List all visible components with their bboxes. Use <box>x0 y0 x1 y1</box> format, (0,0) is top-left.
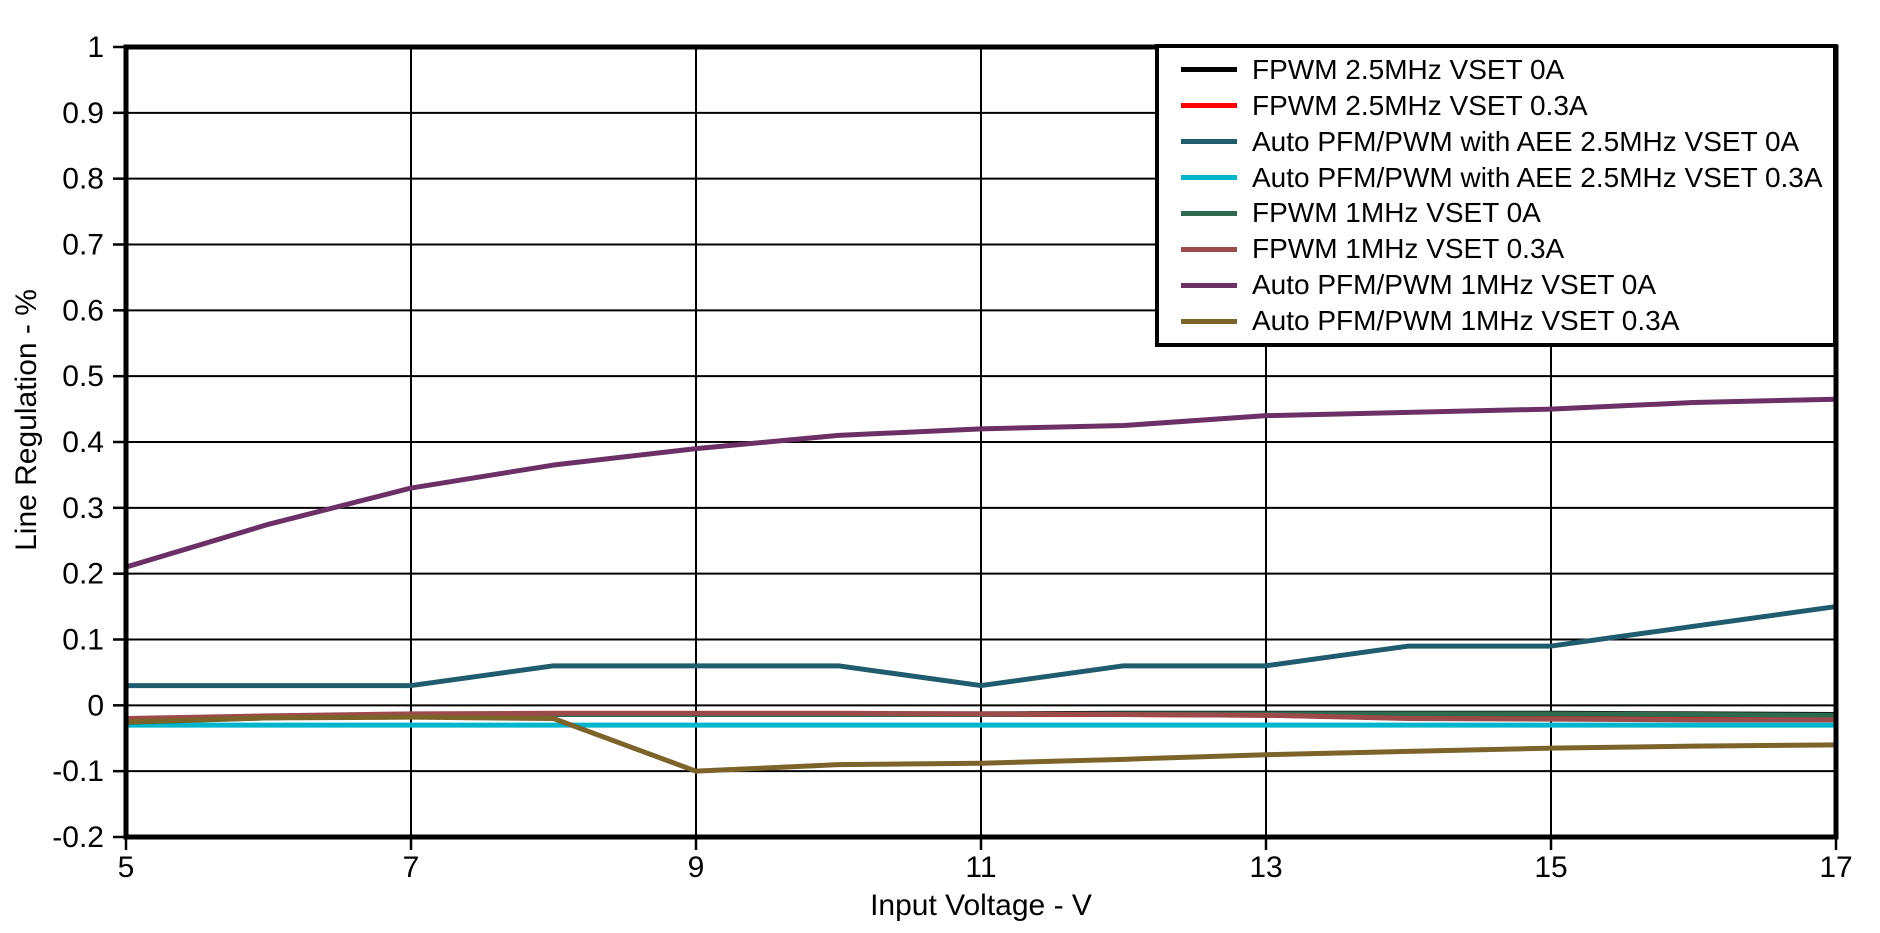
y-tick-label: 0.3 <box>62 492 104 525</box>
legend-swatch <box>1181 318 1237 324</box>
series-line <box>126 604 1837 689</box>
legend-swatch <box>1181 246 1237 252</box>
y-tick-label: 0 <box>87 689 104 722</box>
legend-label: Auto PFM/PWM with AEE 2.5MHz VSET 0.3A <box>1252 161 1823 193</box>
y-tick-label: 0.1 <box>62 624 104 657</box>
y-tick-label: 0.7 <box>62 229 104 262</box>
x-tick-label: 15 <box>1534 851 1567 884</box>
series-line <box>125 714 1837 774</box>
legend-swatch <box>1181 175 1237 181</box>
legend-swatch <box>1181 210 1237 216</box>
x-axis-title: Input Voltage - V <box>870 889 1092 922</box>
legend-label: Auto PFM/PWM 1MHz VSET 0A <box>1252 269 1657 301</box>
legend-swatch <box>1181 139 1237 145</box>
x-tick-label: 17 <box>1819 851 1852 884</box>
legend-item: FPWM 1MHz VSET 0.3A <box>1181 231 1833 267</box>
y-tick-label: 0.2 <box>62 558 104 591</box>
legend-label: FPWM 2.5MHz VSET 0A <box>1252 53 1565 85</box>
legend-swatch <box>1181 103 1237 109</box>
legend-item: Auto PFM/PWM with AEE 2.5MHz VSET 0.3A <box>1181 160 1833 196</box>
y-tick-label: 0.9 <box>62 97 104 130</box>
y-tick-label: 0.6 <box>62 294 104 327</box>
y-tick-label: 1 <box>87 31 104 64</box>
series-line <box>125 710 1836 723</box>
legend-item: Auto PFM/PWM 1MHz VSET 0A <box>1181 267 1833 303</box>
y-tick-label: 0.5 <box>62 360 104 393</box>
x-tick-label: 11 <box>965 851 996 884</box>
legend-item: FPWM 2.5MHz VSET 0A <box>1181 52 1833 88</box>
legend-label: FPWM 1MHz VSET 0.3A <box>1252 233 1565 265</box>
y-tick-label: -0.2 <box>52 821 104 854</box>
legend-item: Auto PFM/PWM 1MHz VSET 0.3A <box>1181 303 1833 339</box>
legend-item: Auto PFM/PWM with AEE 2.5MHz VSET 0A <box>1181 124 1833 160</box>
legend-label: Auto PFM/PWM 1MHz VSET 0.3A <box>1252 305 1680 337</box>
y-tick-label: 0.8 <box>62 163 104 196</box>
legend-label: Auto PFM/PWM with AEE 2.5MHz VSET 0A <box>1252 125 1800 157</box>
y-axis-title: Line Regulation - % <box>10 289 43 551</box>
legend-label: FPWM 1MHz VSET 0A <box>1252 197 1541 229</box>
legend-label: FPWM 2.5MHz VSET 0.3A <box>1252 89 1588 121</box>
y-tick-label: -0.1 <box>52 755 104 788</box>
series-line <box>125 396 1837 570</box>
legend-swatch <box>1181 282 1237 288</box>
legend-item: FPWM 1MHz VSET 0A <box>1181 196 1833 232</box>
legend-swatch <box>1181 67 1237 73</box>
legend: FPWM 2.5MHz VSET 0A FPWM 2.5MHz VSET 0.3A… <box>1155 44 1837 347</box>
y-tick-label: 0.4 <box>62 426 104 459</box>
x-tick-label: 7 <box>403 851 420 884</box>
x-tick-label: 5 <box>118 851 135 884</box>
x-tick-label: 9 <box>688 851 705 884</box>
plot-border <box>123 44 1839 840</box>
x-tick-label: 13 <box>1249 851 1282 884</box>
legend-item: FPWM 2.5MHz VSET 0.3A <box>1181 88 1833 124</box>
